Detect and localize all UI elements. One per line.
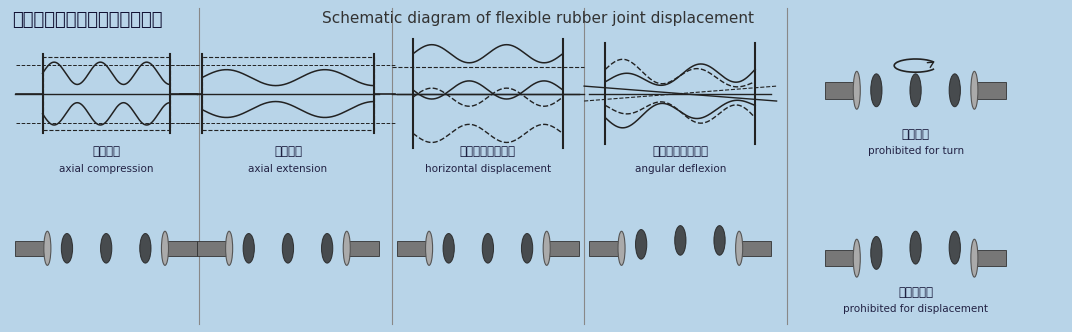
Ellipse shape: [735, 231, 743, 265]
Text: 可曲挠橡胶接头位移情况示意图: 可曲挠橡胶接头位移情况示意图: [12, 11, 163, 29]
Ellipse shape: [139, 233, 151, 263]
Bar: [547, 241, 579, 256]
Ellipse shape: [949, 74, 961, 107]
Bar: [397, 241, 429, 256]
Ellipse shape: [443, 233, 455, 263]
Ellipse shape: [426, 231, 433, 265]
Ellipse shape: [322, 233, 332, 263]
Ellipse shape: [44, 231, 50, 265]
Bar: [590, 241, 622, 256]
Text: angular deflexion: angular deflexion: [635, 164, 726, 174]
Text: 严禁超位移: 严禁超位移: [898, 286, 933, 299]
Ellipse shape: [853, 239, 861, 277]
Ellipse shape: [910, 231, 921, 264]
Bar: [740, 241, 771, 256]
Ellipse shape: [636, 229, 646, 259]
Ellipse shape: [619, 231, 625, 265]
Ellipse shape: [714, 225, 725, 255]
Bar: [824, 82, 857, 99]
Ellipse shape: [521, 233, 533, 263]
Ellipse shape: [101, 233, 111, 263]
Bar: [165, 241, 197, 256]
Bar: [824, 250, 857, 266]
Text: 严禁扭转: 严禁扭转: [902, 128, 929, 141]
Ellipse shape: [225, 231, 233, 265]
Text: 横向位移（错位）: 横向位移（错位）: [460, 145, 516, 158]
Ellipse shape: [971, 71, 978, 109]
Ellipse shape: [910, 74, 921, 107]
Ellipse shape: [870, 74, 882, 107]
Ellipse shape: [61, 233, 73, 263]
Text: axial compression: axial compression: [59, 164, 153, 174]
Ellipse shape: [949, 231, 961, 264]
Ellipse shape: [870, 236, 882, 269]
Text: prohibited for turn: prohibited for turn: [867, 146, 964, 156]
Text: Schematic diagram of flexible rubber joint displacement: Schematic diagram of flexible rubber joi…: [323, 11, 755, 26]
Bar: [197, 241, 229, 256]
Ellipse shape: [674, 225, 686, 255]
Ellipse shape: [853, 71, 861, 109]
Bar: [15, 241, 47, 256]
Bar: [346, 241, 378, 256]
Text: 轴向压缩: 轴向压缩: [92, 145, 120, 158]
Ellipse shape: [243, 233, 254, 263]
Text: 轴向伸长: 轴向伸长: [274, 145, 302, 158]
Text: 角向偏转（偏转）: 角向偏转（偏转）: [653, 145, 709, 158]
Text: prohibited for displacement: prohibited for displacement: [843, 304, 988, 314]
Ellipse shape: [971, 239, 978, 277]
Ellipse shape: [482, 233, 493, 263]
Bar: [974, 250, 1007, 266]
Ellipse shape: [544, 231, 550, 265]
Ellipse shape: [282, 233, 294, 263]
Bar: [202, 57, 374, 130]
Ellipse shape: [162, 231, 168, 265]
Text: horizontal displacement: horizontal displacement: [425, 164, 551, 174]
Text: axial extension: axial extension: [249, 164, 328, 174]
Ellipse shape: [343, 231, 351, 265]
Bar: [43, 57, 169, 130]
Bar: [974, 82, 1007, 99]
